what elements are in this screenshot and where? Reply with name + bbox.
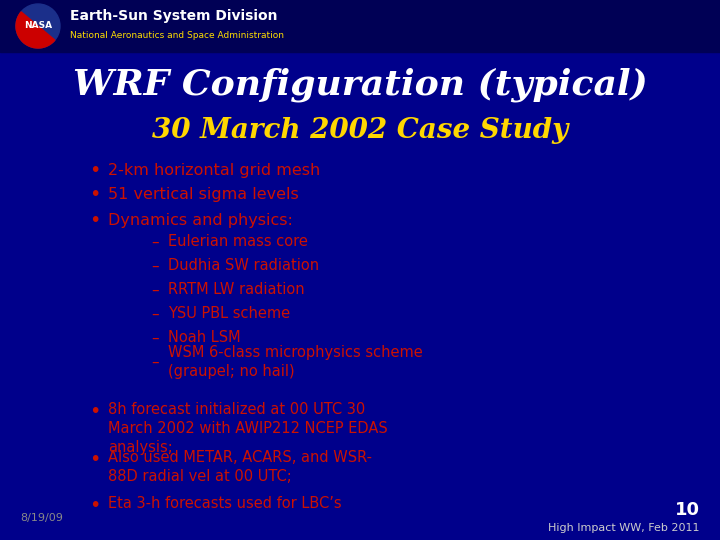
- Circle shape: [16, 4, 60, 48]
- Text: –: –: [151, 354, 159, 369]
- Text: NASA: NASA: [24, 22, 52, 30]
- Text: Eta 3-h forecasts used for LBC’s: Eta 3-h forecasts used for LBC’s: [108, 496, 341, 511]
- Text: RRTM LW radiation: RRTM LW radiation: [168, 282, 305, 298]
- Text: Dudhia SW radiation: Dudhia SW radiation: [168, 259, 319, 273]
- Text: •: •: [89, 450, 101, 469]
- Text: –: –: [151, 234, 159, 249]
- Text: –: –: [151, 307, 159, 321]
- Text: Noah LSM: Noah LSM: [168, 330, 240, 346]
- Text: Earth-Sun System Division: Earth-Sun System Division: [70, 9, 277, 23]
- Text: •: •: [89, 211, 101, 229]
- Text: 8h forecast initialized at 00 UTC 30
March 2002 with AWIP212 NCEP EDAS
analysis;: 8h forecast initialized at 00 UTC 30 Mar…: [108, 402, 388, 455]
- Text: •: •: [89, 402, 101, 421]
- Text: WSM 6-class microphysics scheme
(graupel; no hail): WSM 6-class microphysics scheme (graupel…: [168, 345, 423, 379]
- Text: –: –: [151, 259, 159, 273]
- Text: 8/19/09: 8/19/09: [20, 513, 63, 523]
- Wedge shape: [16, 12, 55, 48]
- Text: •: •: [89, 160, 101, 179]
- Text: Dynamics and physics:: Dynamics and physics:: [108, 213, 293, 227]
- Text: National Aeronautics and Space Administration: National Aeronautics and Space Administr…: [70, 31, 284, 40]
- Text: 51 vertical sigma levels: 51 vertical sigma levels: [108, 187, 299, 202]
- Text: High Impact WW, Feb 2011: High Impact WW, Feb 2011: [549, 523, 700, 533]
- Text: •: •: [89, 496, 101, 515]
- Text: Eulerian mass core: Eulerian mass core: [168, 234, 308, 249]
- Text: 30 March 2002 Case Study: 30 March 2002 Case Study: [152, 117, 568, 144]
- Text: 2-km horizontal grid mesh: 2-km horizontal grid mesh: [108, 163, 320, 178]
- Text: •: •: [89, 186, 101, 205]
- Text: –: –: [151, 330, 159, 346]
- Bar: [0, 0, 720, 52]
- Text: –: –: [151, 282, 159, 298]
- Text: WRF Configuration (typical): WRF Configuration (typical): [73, 68, 647, 102]
- Text: 10: 10: [675, 501, 700, 519]
- Text: Also used METAR, ACARS, and WSR-
88D radial vel at 00 UTC;: Also used METAR, ACARS, and WSR- 88D rad…: [108, 450, 372, 484]
- Text: YSU PBL scheme: YSU PBL scheme: [168, 307, 290, 321]
